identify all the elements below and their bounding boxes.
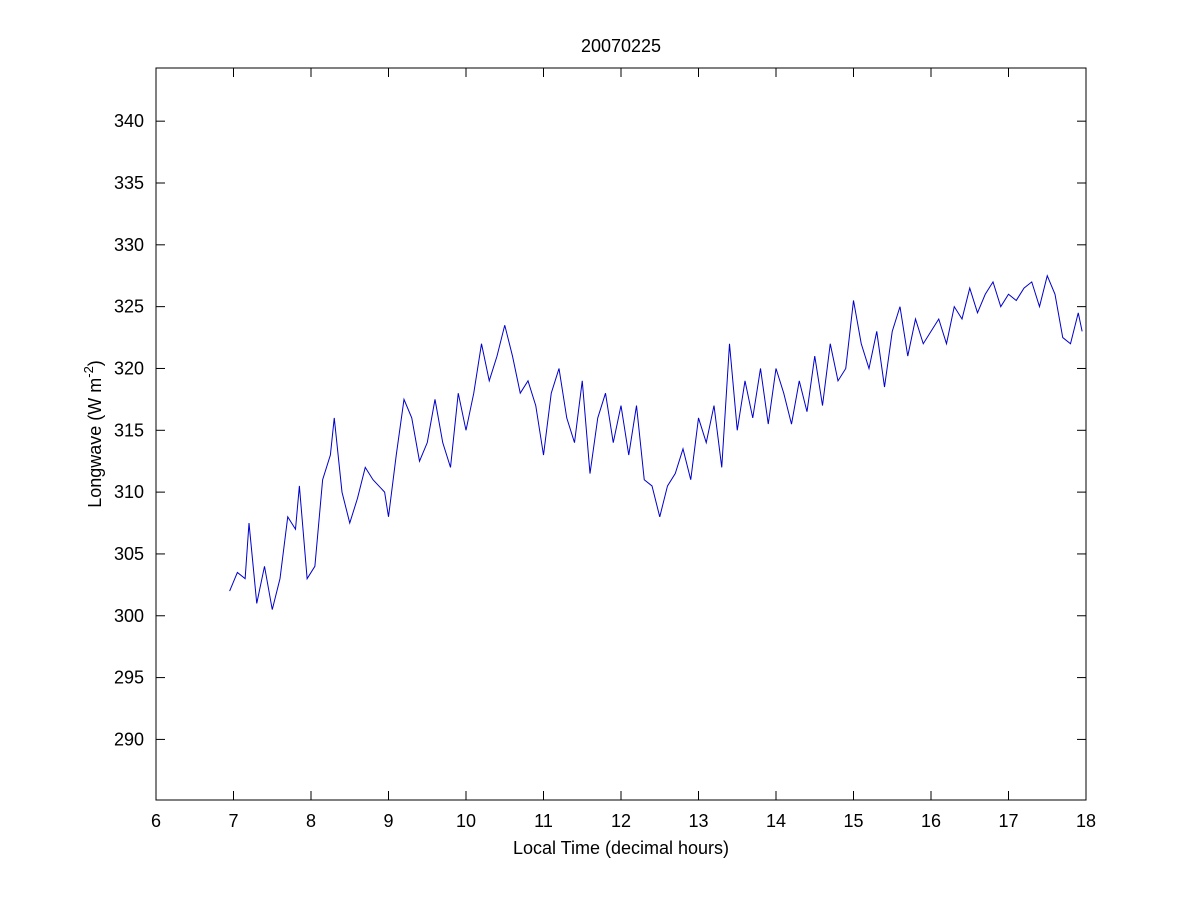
y-tick-label: 315 (114, 420, 144, 440)
data-line (229, 274, 1083, 610)
y-tick-label: 310 (114, 482, 144, 502)
y-axis-label: Longwave (W m-2) (81, 360, 105, 508)
x-tick-label: 14 (766, 811, 786, 831)
x-tick-label: 9 (383, 811, 393, 831)
x-axis-label: Local Time (decimal hours) (513, 838, 729, 858)
x-tick-label: 16 (921, 811, 941, 831)
chart-title: 20070225 (581, 36, 661, 56)
x-tick-label: 12 (611, 811, 631, 831)
y-tick-label: 300 (114, 606, 144, 626)
x-tick-label: 18 (1076, 811, 1096, 831)
y-tick-label: 335 (114, 173, 144, 193)
y-tick-label: 325 (114, 297, 144, 317)
x-tick-label: 8 (306, 811, 316, 831)
x-tick-label: 6 (151, 811, 161, 831)
y-label-sup: -2 (81, 366, 96, 378)
x-tick-label: 11 (534, 811, 553, 831)
x-tick-label: 15 (843, 811, 863, 831)
y-label-end: ) (85, 360, 105, 366)
y-label-text: Longwave (W m (85, 378, 105, 508)
y-tick-label: 295 (114, 668, 144, 688)
y-tick-label: 320 (114, 358, 144, 378)
x-tick-label: 13 (688, 811, 708, 831)
y-tick-label: 330 (114, 235, 144, 255)
y-tick-label: 305 (114, 544, 144, 564)
y-tick-label: 290 (114, 729, 144, 749)
y-tick-label: 340 (114, 111, 144, 131)
x-tick-label: 10 (456, 811, 476, 831)
x-tick-label: 17 (998, 811, 1018, 831)
x-tick-label: 7 (228, 811, 238, 831)
